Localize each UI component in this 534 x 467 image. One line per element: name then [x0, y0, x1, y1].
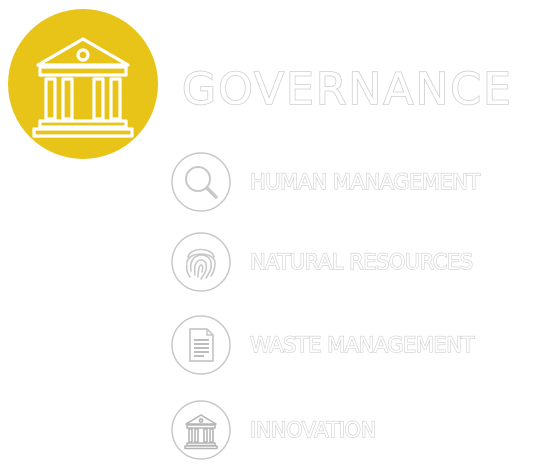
- list-item-innovation: INNOVATION: [170, 398, 377, 462]
- magnifier-icon: [170, 151, 232, 213]
- list-item-human-management: HUMAN MANAGEMENT: [170, 150, 481, 214]
- bank-building-icon: [8, 9, 158, 159]
- item-label: WASTE MANAGEMENT: [249, 332, 474, 357]
- list-item-waste-management: WASTE MANAGEMENT: [170, 313, 475, 377]
- item-label: HUMAN MANAGEMENT: [249, 169, 480, 194]
- page-title: GOVERNANCE: [181, 63, 513, 116]
- item-label: INNOVATION: [249, 417, 376, 442]
- list-item-natural-resources: NATURAL RESOURCES: [170, 230, 474, 294]
- document-icon: [170, 314, 232, 376]
- governance-badge: [8, 9, 158, 159]
- bank-building-icon: [170, 399, 232, 461]
- fingerprint-icon: [170, 231, 232, 293]
- item-label: NATURAL RESOURCES: [249, 249, 473, 274]
